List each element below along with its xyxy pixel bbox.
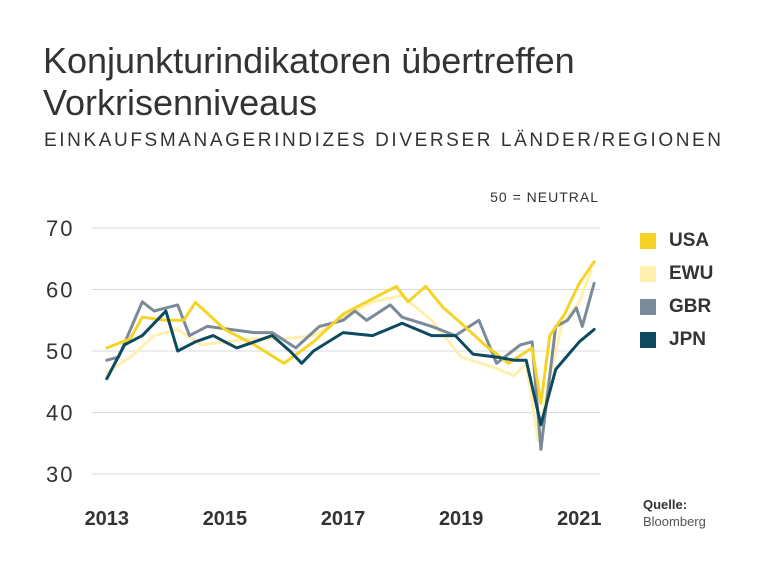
y-tick-label: 70	[46, 216, 74, 241]
x-tick-label: 2015	[203, 508, 248, 530]
x-tick-label: 2017	[321, 508, 366, 530]
grid	[92, 227, 600, 475]
y-axis: 70 60 50 40 30	[46, 216, 74, 487]
legend: USA EWU GBR JPN	[640, 224, 713, 356]
x-axis: 2013 2015 2017 2019 2021	[85, 508, 602, 530]
legend-label-usa: USA	[669, 229, 710, 251]
x-tick-label: 2021	[557, 508, 602, 530]
legend-label-jpn: JPN	[669, 328, 706, 350]
legend-swatch-usa	[640, 232, 656, 249]
chart-title: Konjunkturindikatoren übertreffen Vorkri…	[43, 40, 575, 123]
legend-swatch-ewu	[640, 265, 656, 282]
legend-item-usa: USA	[640, 224, 713, 257]
neutral-note: 50 = NEUTRAL	[490, 189, 599, 205]
y-tick-label: 60	[46, 278, 74, 303]
legend-label-ewu: EWU	[669, 262, 714, 284]
y-tick-label: 30	[46, 462, 74, 487]
y-tick-label: 40	[46, 401, 74, 426]
series-line-jpn	[105, 309, 596, 427]
series-line-gbr	[105, 281, 596, 451]
legend-label-gbr: GBR	[669, 295, 712, 317]
legend-item-ewu: EWU	[640, 257, 713, 290]
source-value: Bloomberg	[643, 514, 706, 529]
y-tick-label: 50	[46, 339, 74, 364]
series-line-usa	[105, 260, 596, 405]
x-tick-label: 2013	[85, 508, 130, 530]
source: Quelle: Bloomberg	[643, 496, 706, 530]
legend-item-jpn: JPN	[640, 323, 713, 356]
x-tick-label: 2019	[439, 508, 484, 530]
legend-swatch-gbr	[640, 298, 656, 315]
source-label: Quelle:	[643, 497, 688, 512]
legend-item-gbr: GBR	[640, 290, 713, 323]
chart-subtitle: EINKAUFSMANAGERINDIZES DIVERSER LÄNDER/R…	[44, 130, 724, 151]
legend-swatch-jpn	[640, 331, 656, 348]
series-lines	[105, 260, 596, 451]
